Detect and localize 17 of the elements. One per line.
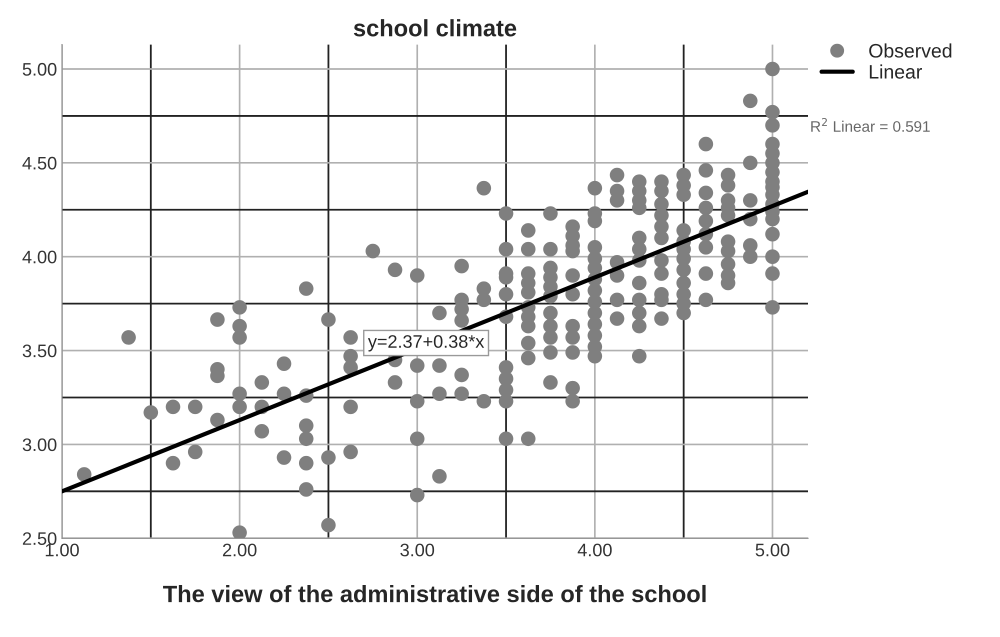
x-axis-title: The view of the administrative side of the school	[163, 584, 706, 602]
y-tick-label: 2.50	[22, 532, 56, 545]
y-tick-label: 5.00	[22, 62, 56, 76]
annotation: y=2.37+0.38*x	[368, 335, 484, 352]
x-tick-label: 1.00	[46, 544, 79, 556]
x-tick-label: 2.00	[222, 544, 256, 556]
y-tick-label: 4.00	[22, 250, 56, 264]
text: R$^{2}$ Linear = 0.591	[811, 118, 930, 132]
y-tick-label: 3.00	[22, 438, 56, 452]
legend-label: Linear	[870, 64, 922, 79]
chart-title: school climate	[354, 19, 516, 36]
legend-label: Observed	[869, 43, 952, 58]
y-tick-label: 4.50	[22, 156, 56, 170]
y-tick-label: 3.50	[22, 344, 56, 358]
x-tick-label: 3.00	[400, 544, 434, 556]
x-tick-label: 5.00	[756, 544, 790, 556]
x-tick-label: 4.00	[578, 544, 612, 556]
